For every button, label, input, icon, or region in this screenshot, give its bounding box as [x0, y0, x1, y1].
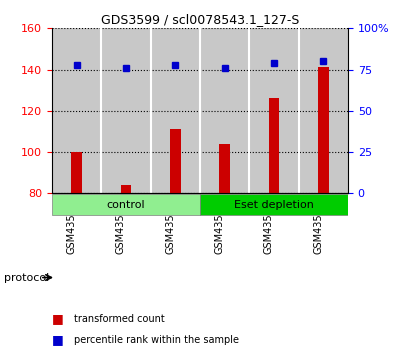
FancyBboxPatch shape	[200, 194, 348, 215]
Text: control: control	[107, 200, 145, 210]
Text: transformed count: transformed count	[74, 314, 165, 324]
Bar	[200, 28, 249, 193]
Bar	[318, 68, 329, 193]
Bar	[151, 28, 200, 193]
Title: GDS3599 / scl0078543.1_127-S: GDS3599 / scl0078543.1_127-S	[101, 13, 299, 26]
Bar	[249, 28, 299, 193]
FancyBboxPatch shape	[52, 194, 200, 215]
Bar	[71, 152, 82, 193]
Bar	[170, 129, 181, 193]
Bar	[268, 98, 280, 193]
Bar	[219, 144, 230, 193]
Bar	[120, 185, 132, 193]
Text: percentile rank within the sample: percentile rank within the sample	[74, 335, 239, 345]
Bar	[52, 28, 101, 193]
Text: ■: ■	[52, 312, 64, 325]
Text: protocol: protocol	[4, 273, 49, 283]
Text: ■: ■	[52, 333, 64, 346]
Text: Eset depletion: Eset depletion	[234, 200, 314, 210]
Bar	[101, 28, 151, 193]
Bar	[299, 28, 348, 193]
